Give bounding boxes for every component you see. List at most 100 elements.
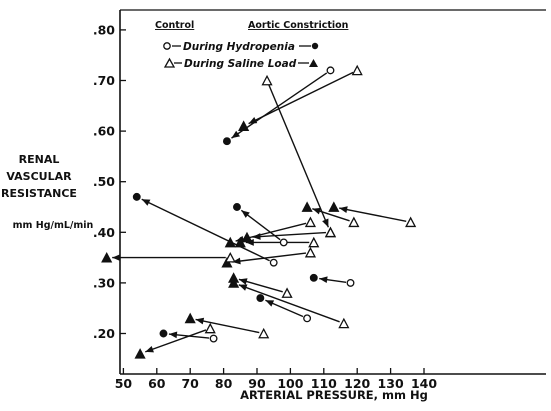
arrow-line: [248, 71, 354, 125]
constriction-triangle-marker: [301, 201, 313, 212]
axes: [119, 9, 546, 375]
arrowhead: [245, 239, 254, 246]
arrow-line: [238, 284, 340, 323]
y-title-line-2: VASCULAR: [6, 170, 72, 183]
control-triangle-marker: [224, 251, 236, 263]
ticks: 50 60 70 80 90 100 110 120 130 140 .20 .30 .40 .50 .60…: [93, 22, 438, 391]
y-title-unit: mm Hg/mL/min: [13, 220, 94, 231]
x-tick-label: 70: [181, 376, 199, 391]
arrow-line: [240, 209, 281, 241]
arrow-line: [231, 72, 328, 139]
legend-open-triangle-icon: [163, 57, 176, 68]
legend-header-constriction: Aortic Constriction: [248, 20, 349, 31]
x-tick-label: 50: [115, 376, 133, 391]
arrowhead: [322, 218, 329, 228]
y-tick-label: .20: [93, 326, 115, 341]
arrowhead: [195, 317, 205, 325]
constriction-triangle-marker: [184, 312, 196, 324]
y-tick-label: .80: [93, 22, 115, 37]
control-circle-marker: [303, 314, 312, 323]
arrowhead: [168, 331, 178, 339]
x-tick-label: 120: [344, 376, 370, 391]
arrowhead: [265, 300, 275, 307]
legend-saline-label: During Saline Load: [184, 58, 297, 70]
legend-hydropenia-label: During Hydropenia: [183, 41, 295, 53]
legend: Control Aortic Constriction During Hydro…: [155, 20, 349, 70]
constriction-triangle-marker: [228, 272, 240, 283]
constriction-circle-marker: [256, 294, 265, 303]
constriction-triangle-marker: [241, 231, 253, 243]
arrowhead: [238, 278, 248, 285]
y-title-line-3: RESISTANCE: [1, 187, 77, 200]
data-markers: [101, 64, 417, 359]
constriction-triangle-marker: [238, 120, 250, 131]
constriction-triangle-marker: [228, 277, 240, 288]
arrowhead: [112, 254, 121, 261]
legend-open-circle-icon: [163, 42, 171, 50]
y-axis-title: RENAL VASCULAR RESISTANCE mm Hg/mL/min: [1, 153, 94, 231]
constriction-triangle-marker: [221, 257, 233, 268]
control-triangle-marker: [304, 216, 317, 228]
constriction-triangle-marker: [134, 348, 146, 359]
data-arrows: [112, 71, 407, 353]
constriction-circle-marker: [233, 203, 241, 211]
y-tick-label: .50: [93, 174, 115, 189]
control-triangle-marker: [261, 74, 273, 86]
y-tick-label: .30: [93, 275, 115, 290]
control-triangle-marker: [338, 317, 350, 329]
x-axis-title: ARTERIAL PRESSURE, mm Hg: [240, 388, 428, 402]
control-triangle-marker: [258, 327, 270, 339]
arrowhead: [241, 210, 250, 218]
control-triangle-marker: [204, 322, 216, 334]
arrowhead: [231, 130, 241, 139]
control-circle-marker: [209, 334, 218, 343]
arrowhead: [339, 206, 348, 213]
arrow-line: [232, 252, 307, 263]
x-tick-label: 80: [215, 376, 233, 391]
control-triangle-marker: [304, 246, 317, 258]
legend-filled-triangle-icon: [309, 59, 318, 67]
constriction-triangle-marker: [234, 236, 246, 248]
arrow-line: [145, 329, 207, 353]
arrow-line: [252, 231, 327, 238]
constriction-circle-marker: [132, 192, 141, 201]
y-title-line-1: RENAL: [19, 153, 60, 166]
x-tick-label: 100: [277, 376, 303, 391]
control-triangle-marker: [351, 64, 363, 76]
arrow-line: [141, 198, 270, 262]
control-triangle-marker: [405, 216, 417, 228]
control-triangle-marker: [348, 216, 360, 228]
constriction-triangle-marker: [224, 236, 236, 248]
x-tick-label: 110: [311, 376, 337, 391]
arrowhead: [232, 257, 241, 265]
legend-header-control: Control: [155, 20, 194, 31]
control-circle-marker: [346, 278, 355, 287]
control-triangle-marker: [308, 236, 320, 248]
y-tick-label: .40: [93, 225, 115, 240]
constriction-triangle-marker: [328, 201, 340, 212]
y-tick-label: .60: [93, 124, 115, 139]
arrowhead: [312, 207, 321, 215]
legend-filled-circle-icon: [311, 42, 319, 50]
arrow-line: [195, 318, 260, 334]
arrowhead: [319, 276, 328, 284]
constriction-circle-marker: [159, 329, 168, 338]
arrowhead: [238, 284, 248, 291]
x-tick-label: 90: [248, 376, 266, 391]
control-circle-marker: [269, 258, 278, 267]
x-tick-label: 60: [148, 376, 166, 391]
arrowhead: [252, 233, 261, 240]
arrow-line: [268, 84, 330, 228]
arrow-line: [339, 207, 407, 222]
control-circle-marker: [279, 238, 288, 247]
x-tick-label: 140: [411, 376, 437, 391]
constriction-circle-marker: [309, 273, 318, 282]
arrowhead: [141, 199, 151, 206]
constriction-circle-marker: [222, 137, 231, 146]
arrowhead: [145, 345, 154, 353]
control-triangle-marker: [324, 226, 337, 238]
arrowhead: [248, 117, 258, 124]
control-circle-marker: [326, 66, 335, 75]
